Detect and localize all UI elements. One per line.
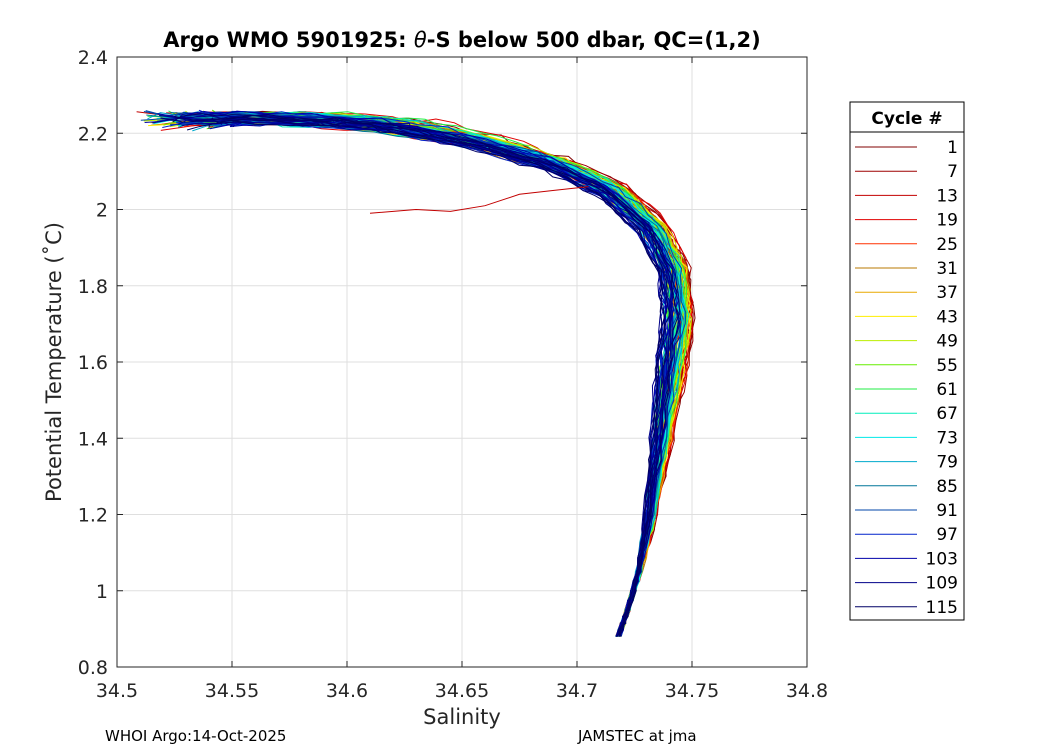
legend-label: 103: [926, 549, 958, 569]
profile-line: [160, 121, 679, 637]
legend-label: 109: [926, 574, 958, 594]
anomaly-profile-line: [369, 186, 589, 214]
legend-title: Cycle #: [871, 109, 942, 129]
profile-line: [163, 117, 675, 637]
y-tick-label: 2.2: [78, 123, 108, 145]
profile-line: [144, 117, 667, 637]
x-tick-label: 34.55: [205, 680, 259, 702]
legend-label: 115: [926, 598, 958, 618]
profile-line: [159, 118, 672, 637]
profile-line: [169, 119, 677, 637]
legend-label: 19: [936, 211, 958, 231]
x-tick-label: 34.6: [326, 680, 368, 702]
legend-label: 49: [936, 332, 958, 352]
x-tick-label: 34.7: [556, 680, 598, 702]
legend-label: 31: [936, 259, 958, 279]
legend-label: 97: [936, 525, 958, 545]
y-tick-label: 1.2: [78, 505, 108, 527]
y-tick-label: 1.6: [78, 352, 108, 374]
x-axis-label: Salinity: [423, 705, 501, 729]
profile-line: [148, 120, 674, 637]
legend-label: 79: [936, 453, 958, 473]
y-axis-label: Potential Temperature (˚C): [42, 222, 66, 502]
grid-lines: [117, 57, 807, 667]
y-tick-label: 1.4: [78, 428, 108, 450]
footer-right: JAMSTEC at jma: [577, 727, 697, 745]
profile-line: [178, 116, 663, 637]
profile-line: [162, 122, 667, 637]
footer-left: WHOI Argo:14-Oct-2025: [105, 727, 286, 745]
legend-label: 13: [936, 186, 958, 206]
profile-line: [174, 116, 666, 637]
profile-lines: [136, 109, 696, 637]
profile-line: [174, 118, 676, 637]
profile-line: [178, 119, 671, 637]
legend-label: 43: [936, 307, 958, 327]
legend-label: 7: [947, 162, 958, 182]
legend-label: 37: [936, 283, 958, 303]
y-tick-label: 0.8: [78, 657, 108, 679]
profile-line: [209, 116, 666, 637]
profile-line: [208, 120, 680, 637]
y-tick-label: 1: [96, 581, 108, 603]
profile-line: [175, 117, 672, 637]
profile-line: [160, 117, 665, 637]
profile-line: [186, 121, 664, 637]
legend-label: 91: [936, 501, 958, 521]
legend-label: 1: [947, 138, 958, 158]
legend-entries: 1 7 13 19 25 31 37 43 49 55 61 67 73 79 85 91 97 103 109 11…: [855, 138, 958, 618]
legend-box: [849, 101, 965, 621]
x-tick-label: 34.65: [435, 680, 489, 702]
legend-label: 73: [936, 428, 958, 448]
y-tick-label: 1.8: [78, 276, 108, 298]
x-tick-label: 34.8: [786, 680, 828, 702]
axis-ticks: 34.5 34.55 34.6 34.65 34.7 34.75 34.8 0.8 1 1.2 1.…: [78, 47, 828, 702]
profile-line: [170, 121, 673, 637]
chart-title: Argo WMO 5901925: θ-S below 500 dbar, QC…: [163, 28, 760, 52]
legend-label: 67: [936, 404, 958, 424]
legend-label: 85: [936, 477, 958, 497]
y-tick-label: 2.4: [78, 47, 108, 69]
y-tick-label: 2: [96, 200, 108, 222]
profile-line: [172, 113, 671, 637]
legend-label: 25: [936, 235, 958, 255]
legend-label: 55: [936, 356, 958, 376]
x-tick-label: 34.75: [665, 680, 719, 702]
legend-label: 61: [936, 380, 958, 400]
x-tick-label: 34.5: [96, 680, 138, 702]
legend: Cycle # 1 7 13 19 25 31 37 43 49 55 61 67 73 79 85 91 97…: [849, 101, 965, 621]
profile-line: [181, 121, 668, 637]
